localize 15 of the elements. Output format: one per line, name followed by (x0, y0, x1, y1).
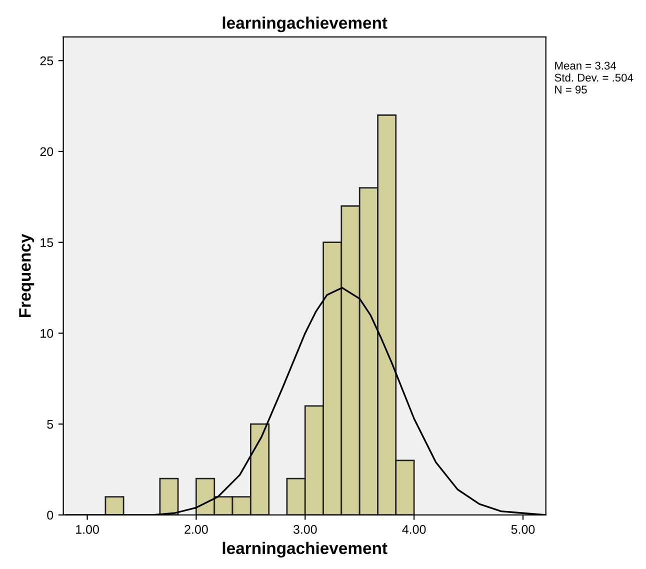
y-tick-label: 25 (40, 56, 54, 66)
y-tick-label: 5 (47, 420, 54, 429)
x-tick-label: 4.00 (402, 524, 426, 534)
y-tick-label: 10 (40, 329, 54, 338)
x-axis-title: learningachievement (222, 542, 388, 558)
y-tick-label: 15 (40, 238, 54, 247)
text: Mean = 3.34 Std. Dev. = .504 N = 95 (554, 62, 634, 94)
y-tick-label: 0 (47, 510, 54, 520)
y-axis-title: Frequency (19, 234, 34, 317)
chart-title: learningachievement (222, 16, 388, 32)
y-tick-label: 20 (40, 147, 54, 156)
x-tick-label: 5.00 (511, 524, 535, 534)
x-tick-label: 2.00 (184, 524, 208, 534)
x-tick-label: 3.00 (293, 524, 317, 534)
x-tick-label: 1.00 (76, 524, 99, 534)
